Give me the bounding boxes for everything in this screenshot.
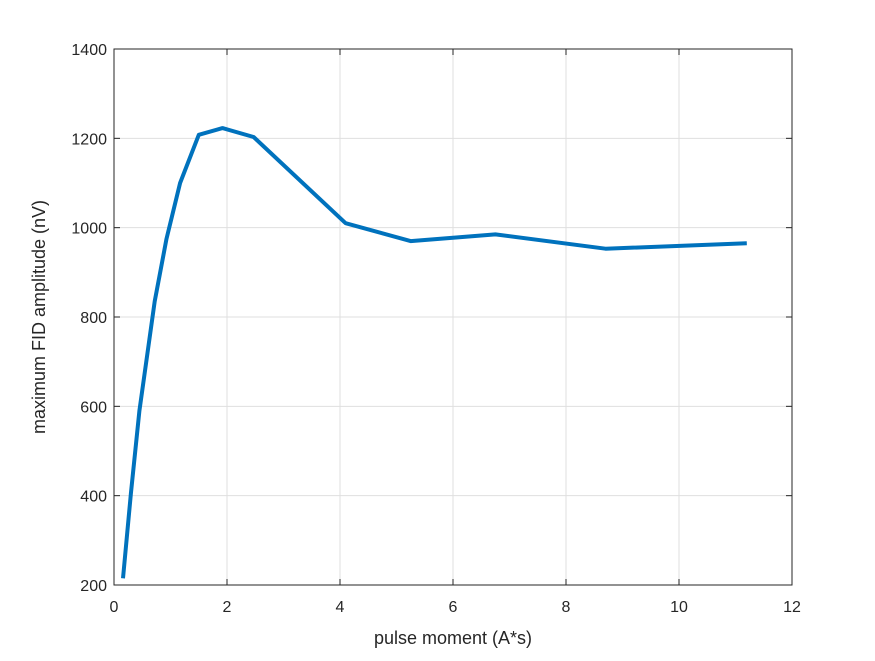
x-tick-label: 2 bbox=[223, 599, 232, 616]
tick-labels: 0 2 4 6 8 10 12 200 400 600 800 1000 1200 1400 bbox=[71, 42, 801, 616]
y-axis-title: maximum FID amplitude (nV) bbox=[29, 200, 49, 434]
x-tick-label: 4 bbox=[336, 599, 345, 616]
y-tick-label: 600 bbox=[80, 399, 107, 416]
series-layer bbox=[123, 128, 747, 578]
y-tick-label: 1400 bbox=[71, 42, 107, 59]
series-line bbox=[123, 128, 747, 578]
x-tick-label: 6 bbox=[449, 599, 458, 616]
x-tick-label: 12 bbox=[783, 599, 801, 616]
x-axis-title: pulse moment (A*s) bbox=[374, 628, 532, 648]
y-tick-label: 800 bbox=[80, 310, 107, 327]
x-tick-label: 10 bbox=[670, 599, 688, 616]
y-tick-label: 200 bbox=[80, 578, 107, 595]
y-tick-label: 1000 bbox=[71, 221, 107, 238]
x-tick-label: 8 bbox=[562, 599, 571, 616]
y-tick-label: 1200 bbox=[71, 131, 107, 148]
x-tick-label: 0 bbox=[110, 599, 119, 616]
y-tick-label: 400 bbox=[80, 489, 107, 506]
